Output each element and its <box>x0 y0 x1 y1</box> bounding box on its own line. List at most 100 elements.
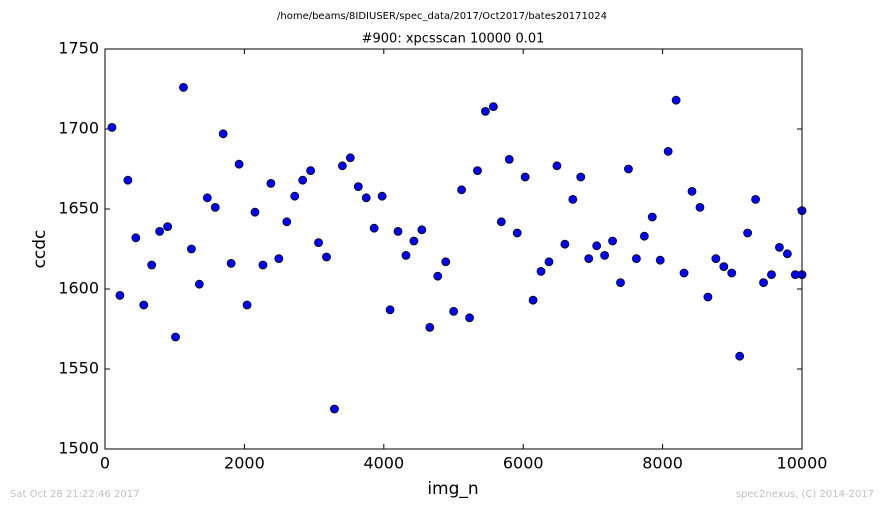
data-point <box>520 172 530 182</box>
data-point <box>218 129 228 139</box>
data-point <box>337 161 347 171</box>
data-point <box>274 254 284 264</box>
footer-credit: spec2nexus, (C) 2014-2017 <box>736 489 874 500</box>
data-point <box>385 305 395 315</box>
data-point <box>377 191 387 201</box>
data-point <box>266 178 276 188</box>
data-point <box>592 241 602 251</box>
y-tick-label: 1700 <box>58 119 99 138</box>
footer-date: Sat Oct 28 21:22:46 2017 <box>10 489 140 500</box>
chart-title: #900: xpcsscan 10000 0.01 <box>362 32 545 47</box>
x-tick-label: 8000 <box>642 454 683 473</box>
data-point <box>743 228 753 238</box>
data-point <box>560 239 570 249</box>
data-point <box>600 250 610 260</box>
data-point <box>282 217 292 227</box>
data-point <box>369 223 379 233</box>
y-axis-label: ccdc <box>30 230 50 269</box>
data-point <box>481 107 490 116</box>
data-point <box>465 313 474 323</box>
x-tick-label: 4000 <box>363 454 404 473</box>
data-point <box>695 202 705 212</box>
data-point <box>401 250 411 260</box>
data-point <box>639 231 649 241</box>
data-point <box>703 292 713 302</box>
data-point <box>584 254 594 264</box>
data-point <box>179 83 188 92</box>
data-point <box>711 254 721 264</box>
data-point <box>488 102 498 111</box>
data-point <box>139 300 149 310</box>
data-point <box>544 257 554 267</box>
data-point <box>671 95 681 105</box>
data-point <box>751 194 760 204</box>
data-point <box>679 268 689 278</box>
y-tick-label: 1650 <box>58 199 99 218</box>
data-point <box>187 244 196 254</box>
y-tick-label: 1550 <box>58 359 99 378</box>
data-point <box>123 175 133 185</box>
x-tick-label: 6000 <box>503 454 544 473</box>
data-point <box>242 300 252 310</box>
data-point <box>735 351 745 361</box>
data-point <box>202 193 212 203</box>
data-point <box>210 202 220 212</box>
data-point <box>496 217 506 227</box>
data-point <box>457 185 466 195</box>
data-point <box>290 191 300 201</box>
y-tick-label: 1500 <box>58 439 99 458</box>
data-point <box>250 207 260 217</box>
data-point <box>655 255 665 265</box>
data-point <box>782 249 792 259</box>
data-point <box>258 260 268 270</box>
data-point <box>433 271 443 281</box>
data-point <box>767 270 776 280</box>
data-point <box>727 268 737 278</box>
data-point <box>631 254 641 264</box>
data-point <box>163 222 172 232</box>
data-point <box>616 278 625 288</box>
x-axis-label: img_n <box>427 479 478 499</box>
data-point <box>552 161 562 171</box>
data-point <box>322 252 331 262</box>
data-point <box>663 146 673 156</box>
x-tick-label: 0 <box>100 454 110 473</box>
data-point <box>115 290 125 300</box>
data-point <box>345 153 355 163</box>
data-point <box>425 322 435 332</box>
data-point <box>194 279 204 289</box>
data-point <box>775 242 784 252</box>
data-point <box>314 238 323 248</box>
data-point <box>441 257 451 267</box>
data-point <box>417 225 427 235</box>
x-tick-label: 10000 <box>777 454 828 473</box>
data-point <box>687 186 697 196</box>
data-point <box>576 172 586 182</box>
data-point <box>473 166 482 176</box>
data-point <box>568 194 578 204</box>
data-point <box>624 164 633 174</box>
data-point <box>171 332 180 342</box>
data-point <box>647 212 657 222</box>
data-point <box>528 295 538 305</box>
data-point <box>107 123 117 132</box>
data-point <box>393 226 403 236</box>
data-point <box>504 154 514 164</box>
data-point <box>449 306 459 316</box>
data-point <box>353 182 363 192</box>
data-point <box>409 236 419 246</box>
x-tick-label: 2000 <box>224 454 265 473</box>
y-tick-label: 1750 <box>58 39 99 58</box>
data-point <box>298 175 308 185</box>
data-point <box>306 166 316 176</box>
suptitle: /home/beams/8IDIUSER/spec_data/2017/Oct2… <box>277 11 607 22</box>
data-point <box>330 404 339 414</box>
data-point <box>155 226 165 236</box>
data-point <box>147 260 157 270</box>
data-point <box>226 258 236 268</box>
data-point <box>512 228 522 238</box>
data-point <box>608 236 617 246</box>
data-point <box>234 159 244 169</box>
data-point <box>759 278 768 288</box>
